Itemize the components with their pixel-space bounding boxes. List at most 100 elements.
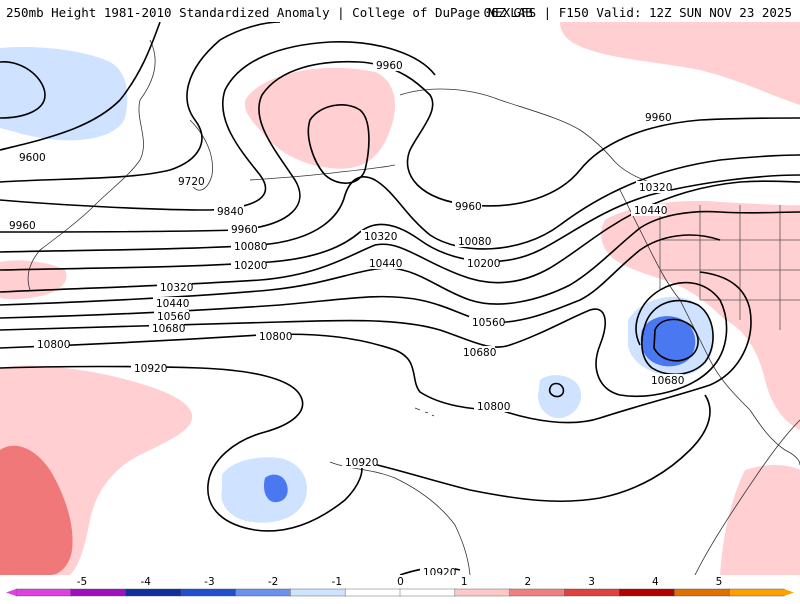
colorbar-segment <box>235 588 291 597</box>
negative-anomaly-central-pacific <box>221 457 308 523</box>
svg-text:10800: 10800 <box>477 401 510 413</box>
svg-text:10560: 10560 <box>157 311 190 323</box>
colorbar-tick-label: 2 <box>525 576 532 588</box>
colorbar-tick-label: 3 <box>588 576 595 588</box>
contour-10920-small-low <box>548 382 565 398</box>
colorbar-tick-label: -4 <box>140 576 151 588</box>
label-10800-b: 10800 <box>256 330 292 343</box>
label-9600: 9600 <box>16 151 46 164</box>
contour-9720 <box>0 22 281 183</box>
colorbar-segment <box>728 588 785 597</box>
colorbar-segment <box>70 588 127 597</box>
strong-positive-anomaly-sw-pacific <box>0 445 73 575</box>
label-10800-a: 10800 <box>34 338 70 351</box>
contour-labels: 9600 9720 9840 9960 9960 9960 9960 9960 … <box>6 59 684 575</box>
aleutian-arc <box>249 164 396 181</box>
svg-text:9720: 9720 <box>178 176 205 188</box>
label-10440-c: 10440 <box>631 204 667 217</box>
alaska-coast <box>399 88 661 186</box>
colorbar-tick-label: -2 <box>268 576 278 588</box>
svg-text:10320: 10320 <box>364 231 397 243</box>
contour-10800-closed-low <box>653 318 699 362</box>
colorbar-tick-label: -1 <box>332 576 342 588</box>
label-10680-a: 10680 <box>149 322 185 335</box>
label-10080-b: 10080 <box>455 235 491 248</box>
colorbar-tick-label: -5 <box>77 576 87 588</box>
height-contours <box>0 22 800 575</box>
colorbar-segment <box>674 588 730 597</box>
contour-10680 <box>0 281 728 398</box>
colorbar-segment <box>564 588 621 597</box>
strong-negative-anomaly-baja-low <box>640 316 696 367</box>
svg-text:10920: 10920 <box>134 363 167 375</box>
colorbar-segments <box>6 588 794 597</box>
svg-text:10440: 10440 <box>634 205 667 217</box>
us-state-lines <box>659 205 800 330</box>
svg-text:10320: 10320 <box>160 282 193 294</box>
map-title: 250mb Height 1981-2010 Standardized Anom… <box>6 5 533 20</box>
contour-10080 <box>0 154 800 253</box>
label-9960-b: 9960 <box>228 223 258 236</box>
label-10200-a: 10200 <box>231 259 267 272</box>
label-10440-b: 10440 <box>366 257 402 270</box>
contour-10800-baja-inner <box>641 299 714 375</box>
label-10680-c: 10680 <box>648 374 684 387</box>
contour-10440 <box>0 210 800 306</box>
colorbar-segment <box>454 588 511 597</box>
negative-anomaly-nw-corner <box>0 46 128 141</box>
map-canvas: 9600 9720 9840 9960 9960 9960 9960 9960 … <box>0 22 800 575</box>
label-9960-d: 9960 <box>452 200 482 213</box>
australia-coast <box>329 461 471 575</box>
svg-text:9960: 9960 <box>376 60 403 72</box>
contour-10560 <box>0 234 721 324</box>
colorbar-labels: -5 -4 -3 -2 -1 0 1 2 3 4 5 <box>77 576 723 588</box>
contour-10920-east <box>364 394 711 503</box>
colorbar-tick-label: 4 <box>652 576 659 588</box>
label-9720: 9720 <box>175 175 205 188</box>
svg-text:10680: 10680 <box>651 375 684 387</box>
label-10320-c: 10320 <box>636 181 672 194</box>
colorbar-tick-label: 0 <box>397 576 404 588</box>
label-9960-c: 9960 <box>373 59 403 72</box>
svg-text:10800: 10800 <box>37 339 70 351</box>
label-9960-a: 9960 <box>6 219 36 232</box>
positive-anomaly-western-us <box>601 200 800 430</box>
coastlines <box>27 39 800 575</box>
central-america-coast <box>749 409 800 466</box>
svg-text:9960: 9960 <box>9 220 36 232</box>
title-bar: 250mb Height 1981-2010 Standardized Anom… <box>0 0 800 22</box>
label-10920-a: 10920 <box>131 362 167 375</box>
colorbar-segment <box>509 588 566 597</box>
svg-text:10440: 10440 <box>369 258 402 270</box>
svg-text:10680: 10680 <box>463 347 496 359</box>
label-10920-b: 10920 <box>342 456 378 469</box>
svg-text:10920: 10920 <box>423 567 456 575</box>
label-10080-a: 10080 <box>231 240 267 253</box>
label-9840: 9840 <box>214 205 244 218</box>
svg-text:10080: 10080 <box>234 241 267 253</box>
colorbar-segment <box>619 588 675 597</box>
label-10320-b: 10320 <box>361 230 397 243</box>
svg-text:9600: 9600 <box>19 152 46 164</box>
svg-text:10800: 10800 <box>259 331 292 343</box>
anomaly-shading <box>0 22 800 575</box>
svg-text:10440: 10440 <box>156 298 189 310</box>
colorbar-tick-label: 5 <box>716 576 723 588</box>
positive-anomaly-nw-pacific <box>244 67 395 169</box>
colorbar-legend: -5 -4 -3 -2 -1 0 1 2 3 4 5 <box>0 575 800 600</box>
positive-anomaly-arctic <box>560 22 800 105</box>
label-10560-b: 10560 <box>469 316 505 329</box>
svg-text:10200: 10200 <box>234 260 267 272</box>
colorbar-segment <box>180 588 237 597</box>
colorbar-tick-label: -3 <box>204 576 214 588</box>
svg-text:9840: 9840 <box>217 206 244 218</box>
svg-text:9960: 9960 <box>645 112 672 124</box>
svg-text:9960: 9960 <box>231 224 258 236</box>
contour-9960-low <box>307 104 370 184</box>
svg-text:9960: 9960 <box>455 201 482 213</box>
svg-text:10920: 10920 <box>345 457 378 469</box>
colorbar-tick-label: 1 <box>461 576 468 588</box>
svg-text:10080: 10080 <box>458 236 491 248</box>
svg-text:10680: 10680 <box>152 323 185 335</box>
hawaii-islands <box>414 407 435 417</box>
